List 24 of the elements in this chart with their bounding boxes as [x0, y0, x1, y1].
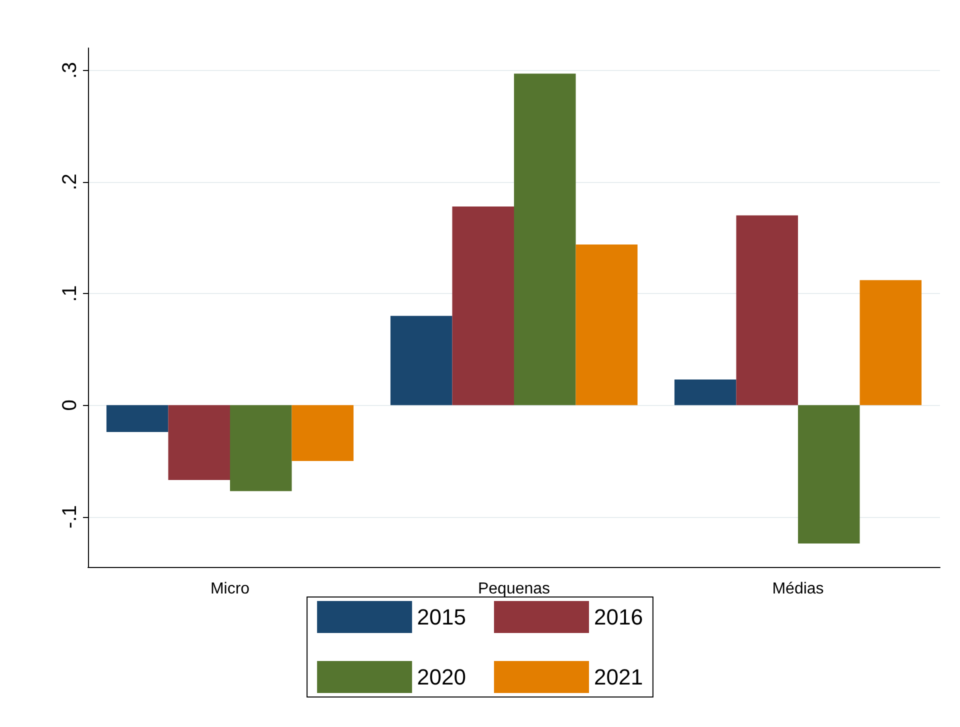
legend-label: 2016 [594, 604, 643, 630]
legend-label: 2021 [594, 664, 643, 690]
legend-label: 2015 [417, 604, 466, 630]
bar [168, 405, 230, 480]
bar [452, 206, 514, 406]
legend-label: 2020 [417, 664, 466, 690]
bar [860, 280, 922, 406]
x-tick-label: Médias [772, 580, 824, 598]
y-tick-label: .3 [59, 62, 81, 79]
bar [674, 379, 736, 406]
y-tick-label: -.1 [59, 505, 81, 528]
bar [292, 405, 354, 461]
bar [106, 405, 168, 432]
bar [576, 244, 638, 406]
bar [230, 405, 292, 492]
bar [736, 215, 798, 406]
bar [798, 405, 860, 544]
x-tick-label: Pequenas [478, 580, 550, 598]
x-tick-label: Micro [210, 580, 250, 598]
bar [514, 74, 576, 406]
y-tick-label: 0 [59, 400, 81, 411]
bar [390, 316, 452, 406]
y-tick-label: .2 [59, 174, 81, 190]
y-tick-label: .1 [59, 285, 81, 302]
